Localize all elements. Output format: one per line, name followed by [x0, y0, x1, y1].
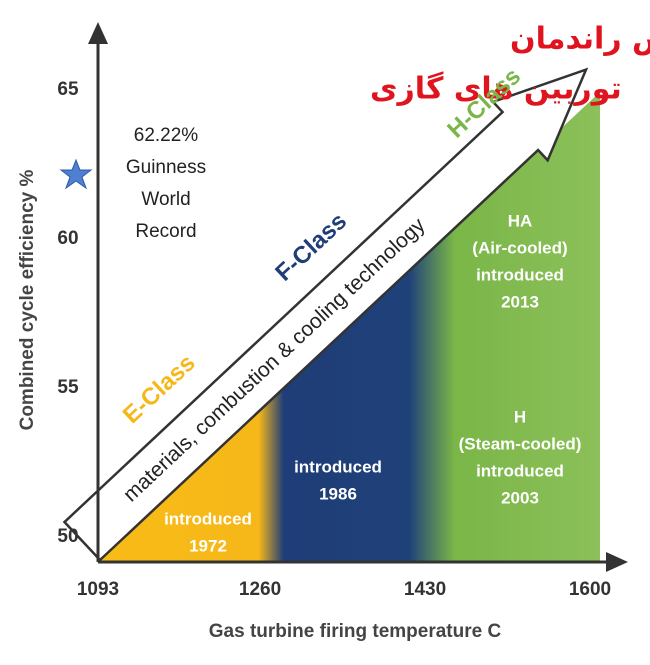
y-tick-label: 50 — [57, 526, 78, 547]
y-axis-arrow — [88, 22, 108, 44]
note-line: Guinness — [126, 157, 206, 178]
x-tick-label: 1260 — [239, 579, 281, 600]
note-line: introduced — [476, 461, 564, 480]
note-line: (Steam-cooled) — [459, 434, 582, 453]
note-line: Record — [135, 221, 196, 242]
x-tick-label: 1430 — [404, 579, 446, 600]
note-line: HA — [508, 211, 533, 230]
star-icon — [59, 158, 93, 190]
y-tick-label: 55 — [57, 377, 79, 398]
x-axis-arrow — [606, 552, 628, 572]
note-line: H — [514, 407, 526, 426]
note-line: 2003 — [501, 488, 539, 507]
title-line: راهکارهای افزایش راندمان — [510, 22, 650, 57]
y-axis-label: Combined cycle efficiency % — [17, 169, 38, 430]
note-line: 2013 — [501, 292, 539, 311]
note-line: 1972 — [189, 536, 227, 555]
note-line: 1986 — [319, 484, 357, 503]
y-tick-label: 60 — [57, 228, 78, 249]
x-tick-label: 1093 — [77, 579, 119, 600]
x-axis-label: Gas turbine firing temperature C — [209, 621, 502, 642]
x-tick-label: 1600 — [569, 579, 611, 600]
note-line: (Air-cooled) — [472, 238, 567, 257]
note-line: World — [141, 189, 190, 210]
note-line: introduced — [164, 509, 252, 528]
y-tick-label: 65 — [57, 79, 79, 100]
note-line: 62.22% — [134, 125, 199, 146]
note-line: introduced — [294, 457, 382, 476]
title-line: توربین های گازی — [370, 71, 622, 107]
note-line: introduced — [476, 265, 564, 284]
